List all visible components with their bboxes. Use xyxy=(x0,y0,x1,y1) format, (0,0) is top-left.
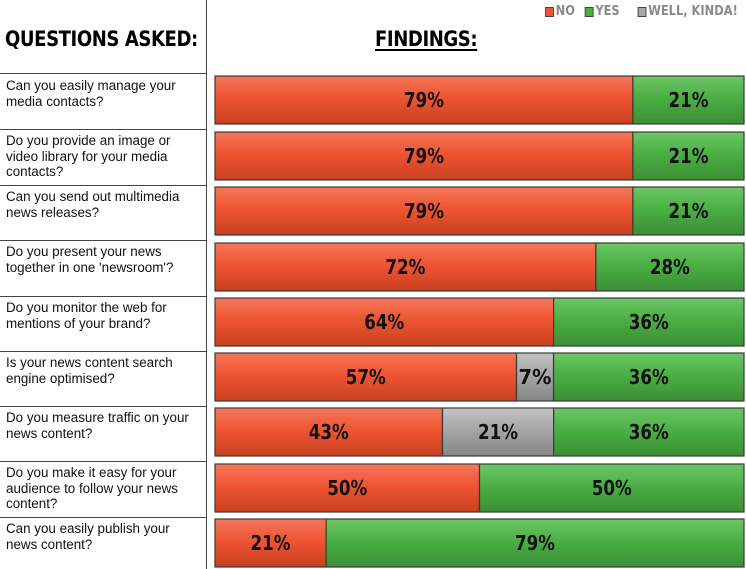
legend-item-no: NO xyxy=(544,4,575,19)
bar-value-label: 36% xyxy=(629,310,669,334)
bar-value-label: 79% xyxy=(515,531,555,555)
question-text: Do you present your news together in one… xyxy=(6,244,174,275)
bar-value-label: 21% xyxy=(669,88,709,112)
column-divider xyxy=(206,0,207,569)
question-divider xyxy=(0,240,206,241)
bar-value-label: 50% xyxy=(327,476,367,500)
legend-item-kinda: WELL, KINDA! xyxy=(637,4,738,19)
bar-yes xyxy=(478,463,745,513)
question-text: Do you monitor the web for mentions of y… xyxy=(6,300,167,331)
bar-kinda xyxy=(515,352,555,402)
bar-yes xyxy=(552,352,745,402)
bar-yes xyxy=(552,407,745,457)
questions-heading: QUESTIONS ASKED: xyxy=(5,27,198,51)
bar-yes xyxy=(552,297,745,347)
bar-yes xyxy=(595,242,745,292)
bar-value-label: 50% xyxy=(592,476,632,500)
bar-value-label: 21% xyxy=(669,199,709,223)
bar-no xyxy=(214,463,481,513)
question-divider xyxy=(0,73,206,74)
bar-no xyxy=(214,407,444,457)
question-divider xyxy=(0,296,206,297)
findings-heading: FINDINGS: xyxy=(375,27,478,51)
bar-yes xyxy=(632,131,745,181)
bar-no xyxy=(214,186,634,236)
bar-no xyxy=(214,242,597,292)
bar-value-label: 79% xyxy=(404,144,444,168)
bar-no xyxy=(214,518,327,568)
questions-list: Can you easily manage your media contact… xyxy=(0,0,206,569)
legend-swatch-kinda xyxy=(637,6,647,17)
question-divider xyxy=(0,129,206,130)
bar-value-label: 36% xyxy=(629,420,669,444)
bar-value-label: 43% xyxy=(309,420,349,444)
bar-no xyxy=(214,352,518,402)
bar-value-label: 21% xyxy=(251,531,291,555)
legend-item-yes: YES xyxy=(584,4,619,19)
question-divider xyxy=(0,517,206,518)
bar-kinda xyxy=(441,407,555,457)
question-text: Do you measure traffic on your news cont… xyxy=(6,410,189,441)
question-text: Can you send out multimedia news release… xyxy=(6,189,180,220)
bar-value-label: 79% xyxy=(404,88,444,112)
bar-value-label: 79% xyxy=(404,199,444,223)
question-divider xyxy=(0,351,206,352)
legend-swatch-no xyxy=(544,6,554,17)
bar-yes xyxy=(632,186,745,236)
bar-value-label: 21% xyxy=(669,144,709,168)
question-text: Can you easily publish your news content… xyxy=(6,521,170,552)
question-text: Is your news content search engine optim… xyxy=(6,355,173,386)
question-divider xyxy=(0,185,206,186)
legend-label-kinda: WELL, KINDA! xyxy=(648,4,738,19)
legend-label-no: NO xyxy=(555,4,575,19)
bar-yes xyxy=(632,75,745,125)
legend-label-yes: YES xyxy=(594,4,620,19)
bar-value-label: 21% xyxy=(478,420,518,444)
bar-yes xyxy=(325,518,745,568)
question-divider xyxy=(0,406,206,407)
question-divider xyxy=(0,461,206,462)
question-text: Do you provide an image or video library… xyxy=(6,133,171,179)
bar-value-label: 28% xyxy=(650,255,690,279)
bar-value-label: 36% xyxy=(629,365,669,389)
legend-swatch-yes xyxy=(584,6,594,17)
question-text: Can you easily manage your media contact… xyxy=(6,78,176,109)
bar-value-label: 7% xyxy=(518,365,551,389)
bar-value-label: 72% xyxy=(385,255,425,279)
legend: NO YES WELL, KINDA! xyxy=(541,4,738,19)
bar-value-label: 64% xyxy=(364,310,404,334)
bar-no xyxy=(214,297,555,347)
question-text: Do you make it easy for your audience to… xyxy=(6,465,178,511)
bar-value-label: 57% xyxy=(346,365,386,389)
